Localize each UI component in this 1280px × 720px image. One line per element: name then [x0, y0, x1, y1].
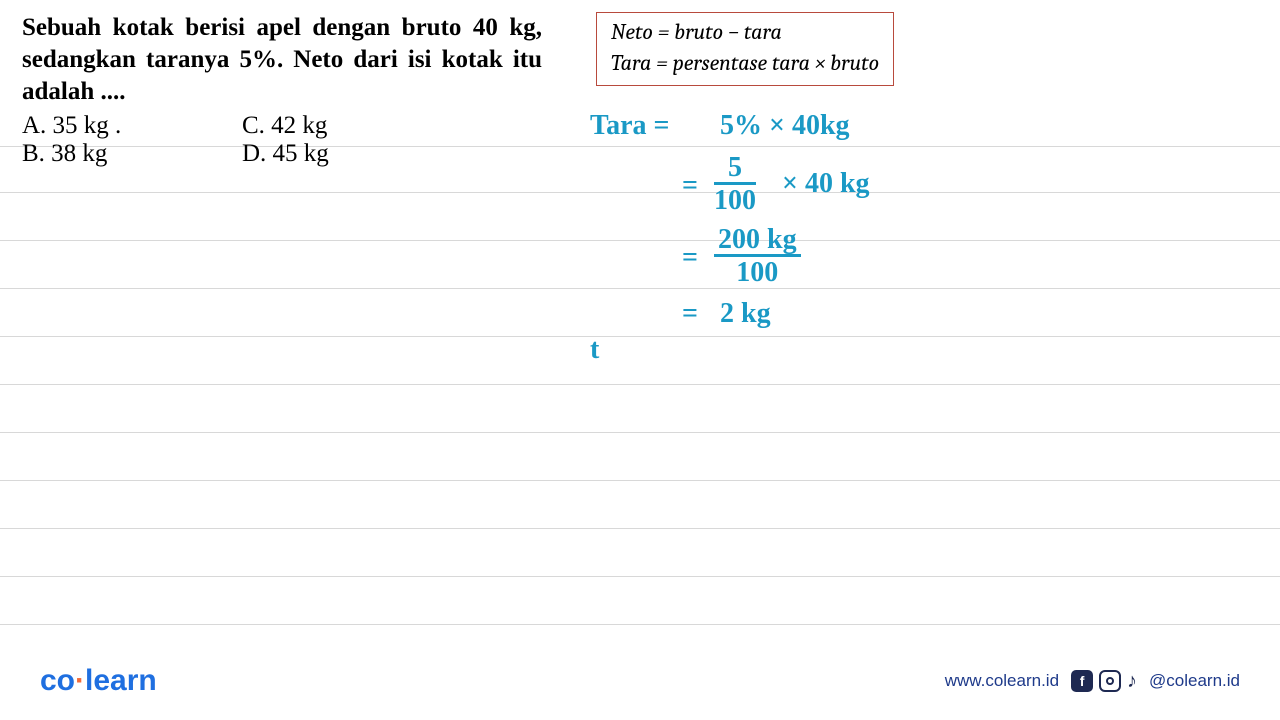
social-icons: f ♪: [1071, 670, 1137, 693]
tiktok-icon: ♪: [1127, 670, 1137, 693]
hw-stray: t: [590, 334, 599, 366]
formula-line-2: Tara = persentase tara × bruto: [611, 48, 879, 79]
hw-frac1: 5 100: [714, 154, 756, 215]
formula-box: Neto = bruto − tara Tara = persentase ta…: [596, 12, 894, 86]
option-d: D. 45 kg: [242, 140, 462, 168]
instagram-icon: [1099, 670, 1121, 692]
question-text: Sebuah kotak berisi apel dengan bruto 40…: [22, 12, 542, 108]
answer-options: A. 35 kg . C. 42 kg B. 38 kg D. 45 kg: [22, 112, 542, 168]
question-block: Sebuah kotak berisi apel dengan bruto 40…: [22, 12, 542, 168]
hw-tara-label: Tara =: [590, 110, 670, 142]
option-b: B. 38 kg: [22, 140, 242, 168]
formula-line-1: Neto = bruto − tara: [611, 17, 879, 48]
hw-line1: 5% × 40kg: [720, 110, 850, 142]
handwritten-work: Tara = 5% × 40kg = 5 100 × 40 kg = 200 k…: [590, 110, 1110, 370]
footer-handle: @colearn.id: [1149, 671, 1240, 691]
footer-url: www.colearn.id: [945, 671, 1059, 691]
hw-result: 2 kg: [720, 298, 771, 330]
logo: co·learn: [40, 664, 157, 698]
hw-eq2: =: [682, 170, 698, 202]
facebook-icon: f: [1071, 670, 1093, 692]
hw-line2-right: × 40 kg: [782, 168, 870, 200]
hw-eq4: =: [682, 298, 698, 330]
hw-eq3: =: [682, 242, 698, 274]
footer-right: www.colearn.id f ♪ @colearn.id: [945, 670, 1240, 693]
option-a: A. 35 kg .: [22, 112, 242, 140]
footer: co·learn www.colearn.id f ♪ @colearn.id: [0, 664, 1280, 698]
hw-frac2: 200 kg 100: [714, 226, 801, 287]
option-c: C. 42 kg: [242, 112, 462, 140]
